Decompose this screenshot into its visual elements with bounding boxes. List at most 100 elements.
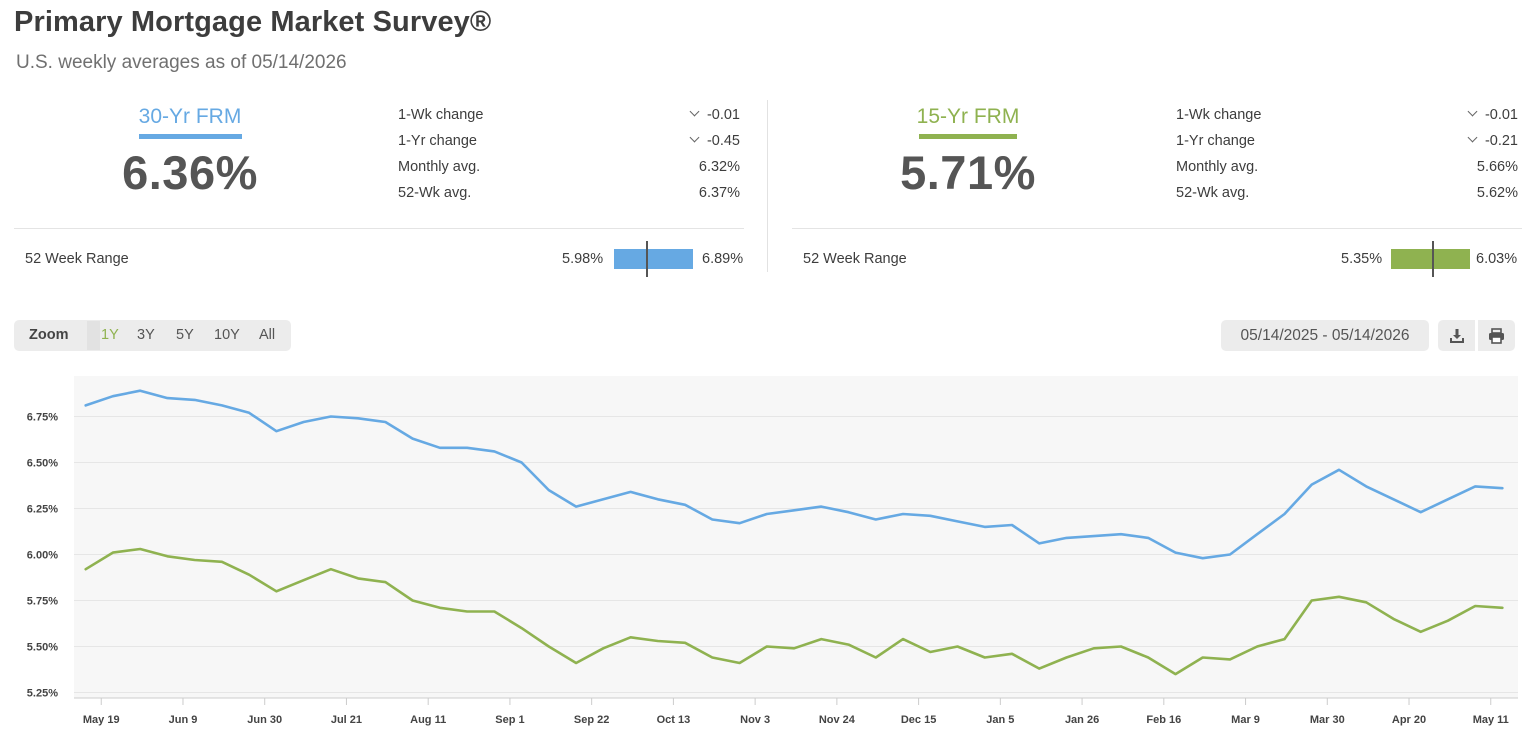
range-bar (1391, 249, 1470, 269)
stat-value: -0.01 (689, 106, 740, 123)
chevron-down-icon (689, 132, 700, 143)
zoom-selector: Zoom 1Y 3Y 5Y 10Y All (14, 320, 291, 351)
stat-label: 1-Yr change (1176, 133, 1255, 149)
stat-row: 1-Wk change -0.01 (1176, 104, 1522, 130)
zoom-label: Zoom (29, 327, 69, 343)
stat-label: Monthly avg. (398, 159, 481, 175)
zoom-separator (87, 321, 100, 350)
date-range-input[interactable]: 05/14/2025 - 05/14/2026 (1221, 320, 1429, 351)
x-tick-label: Jan 26 (1065, 714, 1099, 726)
stat-value-text: -0.01 (1484, 107, 1518, 123)
chevron-down-icon (689, 106, 700, 117)
zoom-all-button[interactable]: All (259, 327, 276, 343)
x-tick-label: May 11 (1473, 714, 1509, 726)
rate-label-underline (919, 134, 1017, 139)
y-tick-label: 5.50% (27, 641, 58, 653)
range-label: 52 Week Range (25, 251, 129, 267)
stat-row: Monthly avg. 6.32% (398, 156, 744, 182)
print-button[interactable] (1478, 320, 1515, 351)
panel-30yr-frm: 30-Yr FRM 6.36% 1-Wk change -0.01 1-Yr c… (14, 96, 744, 277)
x-tick-label: Sep 22 (574, 714, 609, 726)
stat-value: -0.45 (689, 132, 740, 149)
stat-value-text: -0.01 (706, 107, 740, 123)
panel-15yr-frm: 15-Yr FRM 5.71% 1-Wk change -0.01 1-Yr c… (792, 96, 1522, 277)
zoom-5y-button[interactable]: 5Y (176, 327, 194, 343)
rate-label-underline (138, 134, 242, 139)
zoom-1y-button[interactable]: 1Y (101, 327, 119, 343)
x-tick-label: Jun 30 (247, 714, 282, 726)
rate-label-15yr: 15-Yr FRM (916, 105, 1020, 128)
y-tick-label: 6.25% (27, 503, 58, 515)
page-subtitle: U.S. weekly averages as of 05/14/2026 (16, 52, 347, 73)
x-axis: May 19 Jun 9 Jun 30 Jul 21 Aug 11 Sep 1 Sep 22… (74, 697, 1518, 726)
stat-row: 52-Wk avg. 5.62% (1176, 182, 1522, 208)
y-tick-label: 5.75% (27, 595, 58, 607)
stat-row: 1-Yr change -0.21 (1176, 130, 1522, 156)
stat-value: 5.66% (1476, 159, 1518, 175)
range-max: 6.03% (1476, 251, 1518, 267)
stat-label: 1-Wk change (398, 107, 484, 123)
x-tick-label: May 19 (83, 714, 120, 726)
x-tick-label: Dec 15 (901, 714, 936, 726)
stat-value: 6.32% (698, 159, 740, 175)
page-title: Primary Mortgage Market Survey® (14, 6, 492, 38)
rate-value-30yr: 6.36% (122, 146, 258, 199)
y-tick-label: 6.00% (27, 549, 58, 561)
y-tick-label: 6.75% (27, 411, 58, 423)
range-min: 5.98% (562, 251, 604, 267)
download-button[interactable] (1438, 320, 1475, 351)
chevron-down-icon (1467, 132, 1478, 143)
x-tick-label: Oct 13 (657, 714, 691, 726)
stat-label: 52-Wk avg. (1176, 185, 1250, 201)
range-label: 52 Week Range (803, 251, 907, 267)
x-tick-label: Nov 24 (819, 714, 856, 726)
plot-background (74, 376, 1518, 698)
series-line-30yr (84, 389, 1504, 560)
divider (792, 228, 1522, 229)
x-tick-label: Sep 1 (495, 714, 524, 726)
x-tick-label: Nov 3 (740, 714, 770, 726)
print-icon (1489, 327, 1504, 344)
range-max: 6.89% (702, 251, 744, 267)
stat-row: 1-Wk change -0.01 (398, 104, 744, 130)
rate-value-15yr: 5.71% (900, 146, 1036, 199)
stat-label: 1-Yr change (398, 133, 477, 149)
y-tick-label: 6.50% (27, 457, 58, 469)
x-tick-label: Jan 5 (986, 714, 1014, 726)
download-icon (1449, 328, 1464, 343)
chevron-down-icon (1467, 106, 1478, 117)
stat-row: 1-Yr change -0.45 (398, 130, 744, 156)
zoom-3y-button[interactable]: 3Y (137, 327, 155, 343)
stat-value: -0.01 (1467, 106, 1518, 123)
range-min: 5.35% (1341, 251, 1383, 267)
y-tick-label: 5.25% (27, 687, 58, 699)
stat-value-text: -0.21 (1484, 133, 1518, 149)
range-current-marker (645, 241, 648, 277)
stat-label: 52-Wk avg. (398, 185, 472, 201)
series-line-15yr (84, 547, 1504, 676)
stat-label: 1-Wk change (1176, 107, 1262, 123)
x-tick-label: Jun 9 (169, 714, 198, 726)
x-tick-label: Mar 30 (1310, 714, 1345, 726)
stat-label: Monthly avg. (1176, 159, 1259, 175)
mortgage-rate-chart: 5.25% 5.50% 5.75% 6.00% 6.25% 6.50% 6.75% May … (27, 376, 1518, 726)
series-lines (84, 389, 1504, 676)
zoom-10y-button[interactable]: 10Y (214, 327, 240, 343)
rate-block-15yr: 15-Yr FRM 5.71% (792, 96, 1144, 200)
stats-15yr: 1-Wk change -0.01 1-Yr change -0.21 Mont… (1176, 104, 1522, 208)
x-tick-label: Apr 20 (1392, 714, 1426, 726)
stat-value: 6.37% (698, 185, 740, 201)
rate-block-30yr: 30-Yr FRM 6.36% (14, 96, 366, 200)
range-bar (614, 249, 693, 269)
panel-divider (767, 100, 768, 272)
stats-30yr: 1-Wk change -0.01 1-Yr change -0.45 Mont… (398, 104, 744, 208)
y-axis-labels: 5.25% 5.50% 5.75% 6.00% 6.25% 6.50% 6.75% (27, 411, 58, 699)
stat-row: Monthly avg. 5.66% (1176, 156, 1522, 182)
x-tick-label: Feb 16 (1146, 714, 1181, 726)
stat-row: 52-Wk avg. 6.37% (398, 182, 744, 208)
stat-value: 5.62% (1476, 185, 1518, 201)
range-current-marker (1431, 241, 1434, 277)
x-tick-label: Mar 9 (1231, 714, 1260, 726)
x-tick-label: Aug 11 (410, 714, 446, 726)
divider (14, 228, 744, 229)
